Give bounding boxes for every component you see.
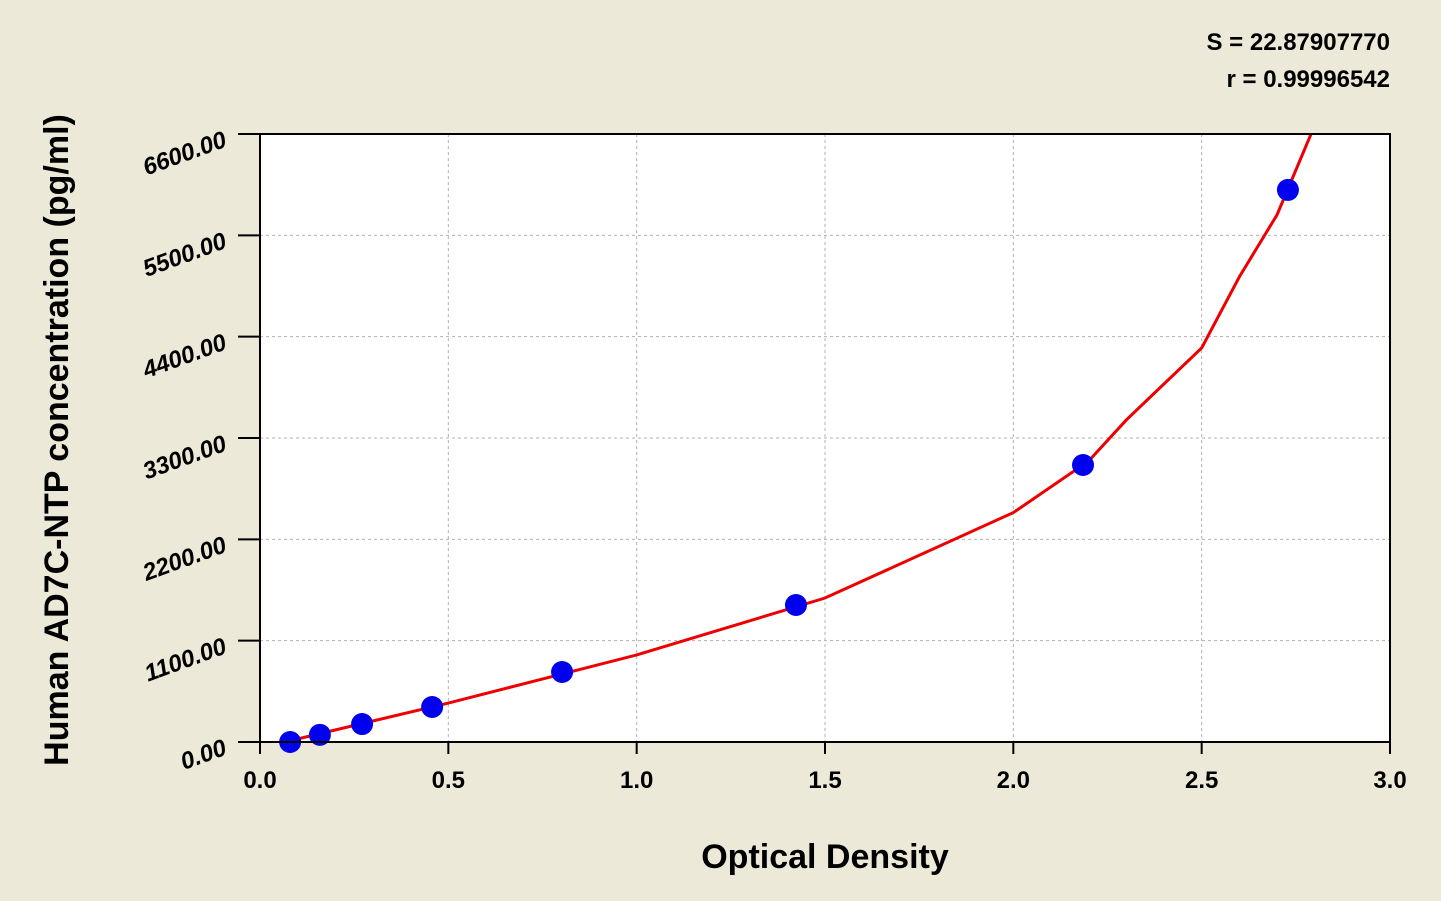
data-point bbox=[1072, 453, 1095, 476]
y-axis-label: Human AD7C-NTP concentration (pg/ml) bbox=[38, 114, 76, 766]
y-tick-label: 1100.00 bbox=[141, 633, 231, 688]
x-tick-label: 1.0 bbox=[620, 767, 653, 794]
data-point bbox=[421, 695, 444, 718]
x-tick-label: 0.0 bbox=[243, 767, 276, 794]
y-tick-label: 6600.00 bbox=[139, 126, 230, 181]
data-point bbox=[308, 723, 331, 746]
x-tick-label: 2.0 bbox=[997, 767, 1030, 794]
x-tick-label: 2.5 bbox=[1185, 767, 1218, 794]
data-point bbox=[351, 713, 374, 736]
y-tick-label: 4400.00 bbox=[138, 329, 230, 385]
x-tick-label: 0.5 bbox=[432, 767, 465, 794]
data-point bbox=[784, 594, 807, 617]
data-point bbox=[551, 660, 574, 683]
x-tick-label: 3.0 bbox=[1373, 767, 1406, 794]
annotation: S = 22.87907770 bbox=[1206, 29, 1390, 56]
y-tick-label: 2200.00 bbox=[138, 531, 230, 587]
y-tick-label: 3300.00 bbox=[139, 430, 230, 485]
x-axis-label: Optical Density bbox=[701, 838, 949, 876]
data-point bbox=[1276, 178, 1299, 201]
y-tick-label: 0.00 bbox=[177, 734, 231, 776]
x-tick-label: 1.5 bbox=[808, 767, 841, 794]
y-tick-label: 5500.00 bbox=[139, 227, 230, 282]
annotation: r = 0.99996542 bbox=[1227, 66, 1391, 93]
